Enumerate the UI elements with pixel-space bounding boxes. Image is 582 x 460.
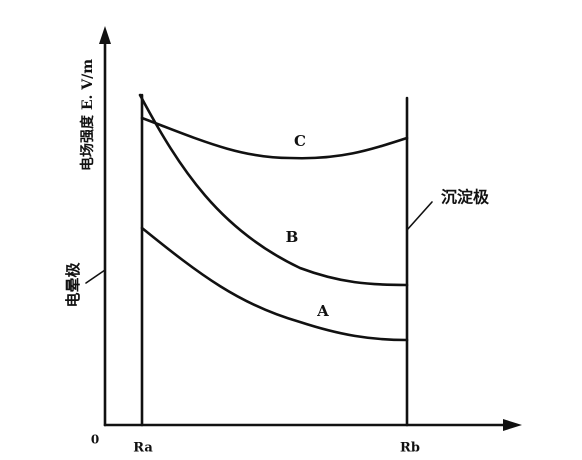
curve-label: A <box>316 302 329 320</box>
inner-leader <box>85 269 106 284</box>
curve-label: C <box>294 132 306 150</box>
radius-label: Ra <box>133 441 153 456</box>
y-axis-arrow <box>99 26 111 44</box>
x-axis-arrow <box>503 419 522 431</box>
outer-leader <box>406 201 433 231</box>
radius-label: Rb <box>400 441 420 456</box>
y-axis-label: 电场强度 E. V/m <box>79 59 96 171</box>
curve-a <box>140 226 409 342</box>
curve-c <box>140 116 409 160</box>
outer-electrode-label: 沉淀极 <box>441 188 490 207</box>
inner-electrode-label: 电晕极 <box>64 262 82 308</box>
curve-label: B <box>286 228 299 246</box>
curve-b <box>138 93 409 287</box>
origin-label: 0 <box>91 433 99 447</box>
